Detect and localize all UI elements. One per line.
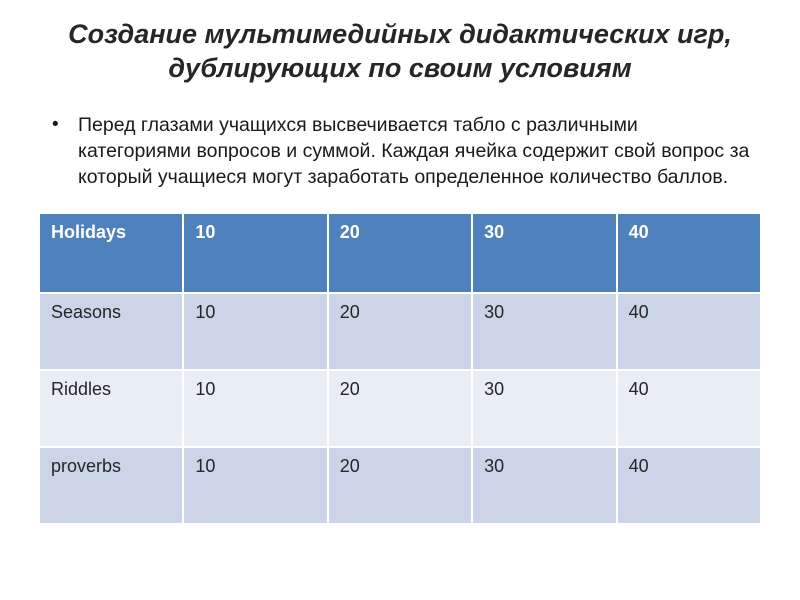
table-header-row: Holidays 10 20 30 40 <box>37 212 763 295</box>
table-cell: 30 <box>471 292 618 372</box>
bullet-icon: • <box>52 113 59 135</box>
bullet-text: Перед глазами учащихся высвечивается таб… <box>78 113 750 189</box>
table-cell: 20 <box>326 446 474 526</box>
row-label: proverbs <box>37 446 185 526</box>
table-cell: 20 <box>326 369 474 449</box>
table-cell: 40 <box>615 292 763 372</box>
table-row-seasons: Seasons 10 20 30 40 <box>37 292 763 372</box>
table-cell: 40 <box>615 369 763 449</box>
table-header-cell-30: 30 <box>471 212 618 295</box>
table-cell: 30 <box>471 369 618 449</box>
table-row-proverbs: proverbs 10 20 30 40 <box>37 446 763 526</box>
table-row-riddles: Riddles 10 20 30 40 <box>37 369 763 449</box>
table-header-cell-10: 10 <box>182 212 329 295</box>
table-header-cell-20: 20 <box>326 212 474 295</box>
slide-title: Создание мультимедийных дидактических иг… <box>38 18 762 86</box>
slide-title-line-1: Создание мультимедийных дидактических иг… <box>68 19 732 49</box>
table-cell: 20 <box>326 292 474 372</box>
table-header-cell-40: 40 <box>615 212 763 295</box>
table-cell: 10 <box>182 369 329 449</box>
table-cell: 10 <box>182 446 329 526</box>
table-cell: 40 <box>615 446 763 526</box>
row-label: Riddles <box>37 369 185 449</box>
table-cell: 30 <box>471 446 618 526</box>
slide-title-line-2: дублирующих по своим условиям <box>168 52 632 83</box>
bullet-paragraph: • Перед глазами учащихся высвечивается т… <box>38 112 762 191</box>
score-table: Holidays 10 20 30 40 Seasons 10 20 30 40… <box>37 212 763 526</box>
row-label: Seasons <box>37 292 185 372</box>
table-cell: 10 <box>182 292 329 372</box>
table-header-cell-category: Holidays <box>37 212 185 295</box>
